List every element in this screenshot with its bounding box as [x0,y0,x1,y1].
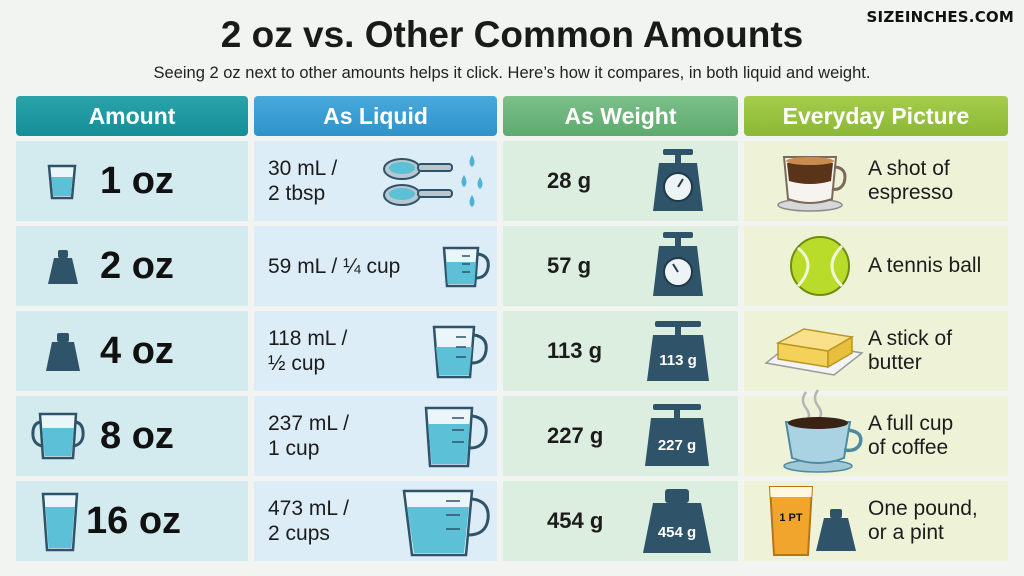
liquid-value: 237 mL / [268,412,349,435]
measuring-cup-icon [442,246,490,288]
large-measuring-cup-icon [402,489,490,557]
weight-value: 57 g [547,253,592,278]
amount-label: 4 oz [100,329,174,372]
picture-cell: A stick of butter [744,311,1008,391]
liquid-value: 30 mL / [268,157,338,180]
coffee-cup-icon [783,389,863,473]
picture-label: One pound, [868,497,978,520]
header-amount: Amount [16,96,248,136]
scale-weight-label: 113 g [659,352,697,369]
picture-label-2: butter [868,351,922,374]
header-weight: As Weight [503,96,738,136]
scale-icon: 113 g [647,321,709,381]
pint-glass-icon: 1 PT [768,486,856,556]
measuring-cup-icon [432,325,488,379]
liquid-cell: 473 mL /2 cups [254,481,497,561]
liquid-value-2: 2 cups [268,522,330,545]
picture-label: A tennis ball [868,254,982,277]
measuring-cup-icon [424,406,488,468]
weight-value: 113 g [547,338,603,363]
weight-icon [46,333,80,371]
scale-weight-label: 227 g [658,437,696,454]
header-picture: Everyday Picture [744,96,1008,136]
amount-cell: 16 oz [16,481,248,561]
mug-icon [31,412,85,460]
table-row: 1 oz 30 mL /2 tbsp 28 g [16,141,1008,221]
weight-value: 454 g [547,508,604,533]
picture-label-2: or a pint [868,521,944,544]
liquid-value-2: ½ cup [268,352,326,375]
table-row: 2 oz 59 mL / ¼ cup 57 g A tennis ball [16,226,1008,306]
page-subtitle: Seeing 2 oz next to other amounts helps … [153,64,871,82]
weight-icon: 454 g [643,489,711,553]
picture-label-2: espresso [868,181,954,204]
espresso-cup-icon [777,156,847,212]
amount-cell: 8 oz [16,396,248,476]
butter-stick-icon [764,328,864,376]
liquid-cell: 237 mL /1 cup [254,396,497,476]
page-title: 2 oz vs. Other Common Amounts [220,14,804,55]
pint-label: 1 PT [779,512,803,524]
header-liquid: As Liquid [254,96,497,136]
dial-scale-icon [653,232,703,296]
table-header: Amount As Liquid As Weight Everyday Pict… [16,96,1008,136]
liquid-cell: 30 mL /2 tbsp [254,141,497,221]
tall-glass-icon [41,492,79,552]
brand-logo: SIZEINCHES.COM [866,8,1014,26]
small-glass-icon [47,164,77,200]
weight-cell: 113 g 113 g [503,311,738,391]
liquid-value-2: 2 tbsp [268,182,326,205]
liquid-value-2: 1 cup [268,437,320,460]
weight-value: 28 g [547,168,592,193]
table-row: 4 oz 118 mL / ½ cup 113 g 113 g A stick o… [16,311,1008,391]
picture-cell: A full cup of coffee [744,389,1008,476]
amount-cell: 2 oz [16,226,248,306]
table-row: 8 oz 237 mL /1 cup 227 g 227 g [16,389,1008,476]
liquid-value: 59 mL / ¼ cup [268,254,401,278]
amount-label: 16 oz [86,499,182,542]
picture-cell: A shot of espresso [744,141,1008,221]
weight-cell: 227 g 227 g [503,396,738,476]
picture-label: A shot of [868,157,950,180]
picture-cell: A tennis ball [744,226,1008,306]
amount-label: 8 oz [100,414,174,457]
weight-value: 227 g [547,423,604,448]
picture-label: A full cup [868,412,954,435]
weight-cell: 28 g [503,141,738,221]
weight-cell: 57 g [503,226,738,306]
liquid-cell: 118 mL / ½ cup [254,311,497,391]
amount-label: 1 oz [100,159,174,202]
liquid-cell: 59 mL / ¼ cup [254,226,497,306]
liquid-value: 473 mL / [268,497,349,520]
tennis-ball-icon [790,236,850,296]
measuring-spoons-icon [383,155,483,207]
scale-weight-label: 454 g [658,524,696,541]
weight-cell: 454 g 454 g [503,481,738,561]
weight-icon [48,250,78,284]
picture-label: A stick of [868,327,953,350]
picture-cell: 1 PT One pound, or a pint [744,481,1008,561]
liquid-value: 118 mL / [268,327,348,350]
amount-cell: 1 oz [16,141,248,221]
table-row: 16 oz 473 mL /2 cups 454 g 454 g 1 PT On… [16,481,1008,561]
picture-label-2: of coffee [868,436,949,459]
amount-cell: 4 oz [16,311,248,391]
scale-icon: 227 g [645,404,709,466]
dial-scale-icon [653,149,703,211]
amount-label: 2 oz [100,244,174,287]
